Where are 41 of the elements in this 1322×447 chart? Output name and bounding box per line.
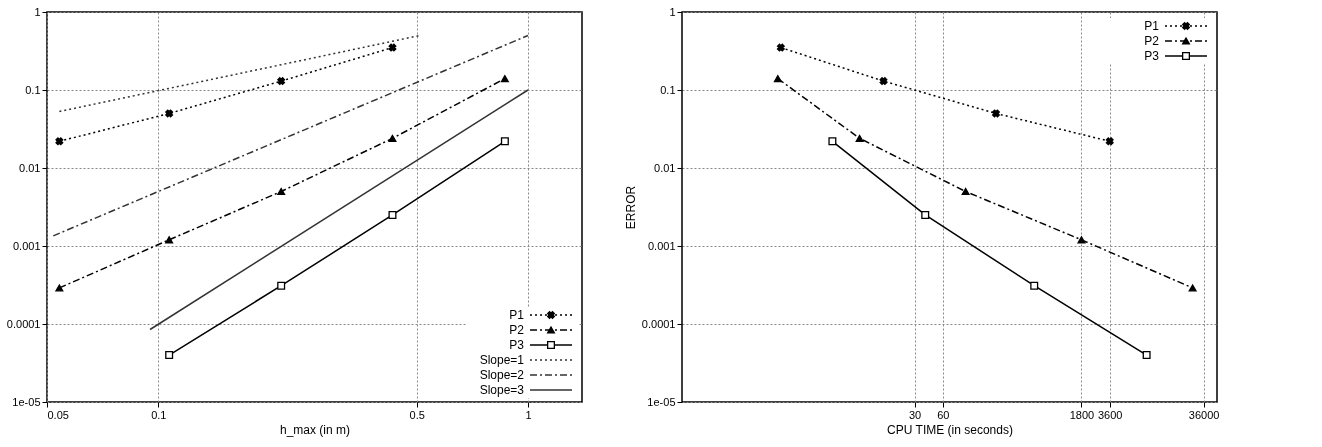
legend-label: Slope=3 bbox=[479, 383, 525, 397]
y-tick-label: 0.01 bbox=[19, 161, 41, 174]
y-tick-label: 0.01 bbox=[654, 161, 676, 174]
point bbox=[388, 134, 397, 142]
point bbox=[277, 77, 286, 86]
legend-label: P1 bbox=[509, 308, 525, 322]
x-tick-label: 0.5 bbox=[409, 408, 425, 421]
x-tick-label: 1 bbox=[525, 408, 532, 421]
y-tick-label: 1e-05 bbox=[12, 395, 41, 408]
x-axis-title: h_max (in m) bbox=[279, 422, 351, 437]
point bbox=[165, 236, 174, 244]
x-tick-label: 36000 bbox=[1188, 408, 1220, 421]
y-tick-label: 1 bbox=[669, 5, 676, 18]
point bbox=[165, 109, 174, 118]
y-tick-label: 0.001 bbox=[12, 239, 41, 252]
point bbox=[500, 75, 509, 83]
point bbox=[55, 137, 64, 146]
y-axis-title: ERROR bbox=[623, 185, 638, 230]
y-tick-label: 0.1 bbox=[660, 83, 676, 96]
point bbox=[277, 187, 286, 196]
legend-label: P3 bbox=[1144, 49, 1160, 63]
y-tick-label: 0.0001 bbox=[641, 317, 676, 330]
x-tick-label: 0.1 bbox=[151, 408, 167, 421]
legend-label: Slope=2 bbox=[479, 368, 525, 382]
legend-label: P1 bbox=[1144, 19, 1160, 33]
legend-label: P2 bbox=[509, 323, 525, 337]
point bbox=[55, 284, 64, 292]
x-tick-label: 60 bbox=[937, 408, 950, 421]
y-tick-label: 0.0001 bbox=[6, 317, 41, 330]
x-tick-label: 30 bbox=[908, 408, 922, 421]
x-axis-title: CPU TIME (in seconds) bbox=[887, 422, 1013, 437]
y-tick-label: 0.1 bbox=[25, 83, 41, 96]
legend-label: P3 bbox=[509, 338, 525, 352]
legend-label: P2 bbox=[1144, 34, 1160, 48]
y-tick-label: 1 bbox=[34, 5, 41, 18]
x-tick-label: 0.05 bbox=[47, 408, 69, 421]
x-tick-label: 1800 bbox=[1069, 408, 1095, 421]
y-tick-label: 0.001 bbox=[647, 239, 676, 252]
y-tick-label: 1e-05 bbox=[647, 395, 676, 408]
x-tick-label: 3600 bbox=[1097, 408, 1123, 421]
legend-label: Slope=1 bbox=[479, 353, 525, 367]
